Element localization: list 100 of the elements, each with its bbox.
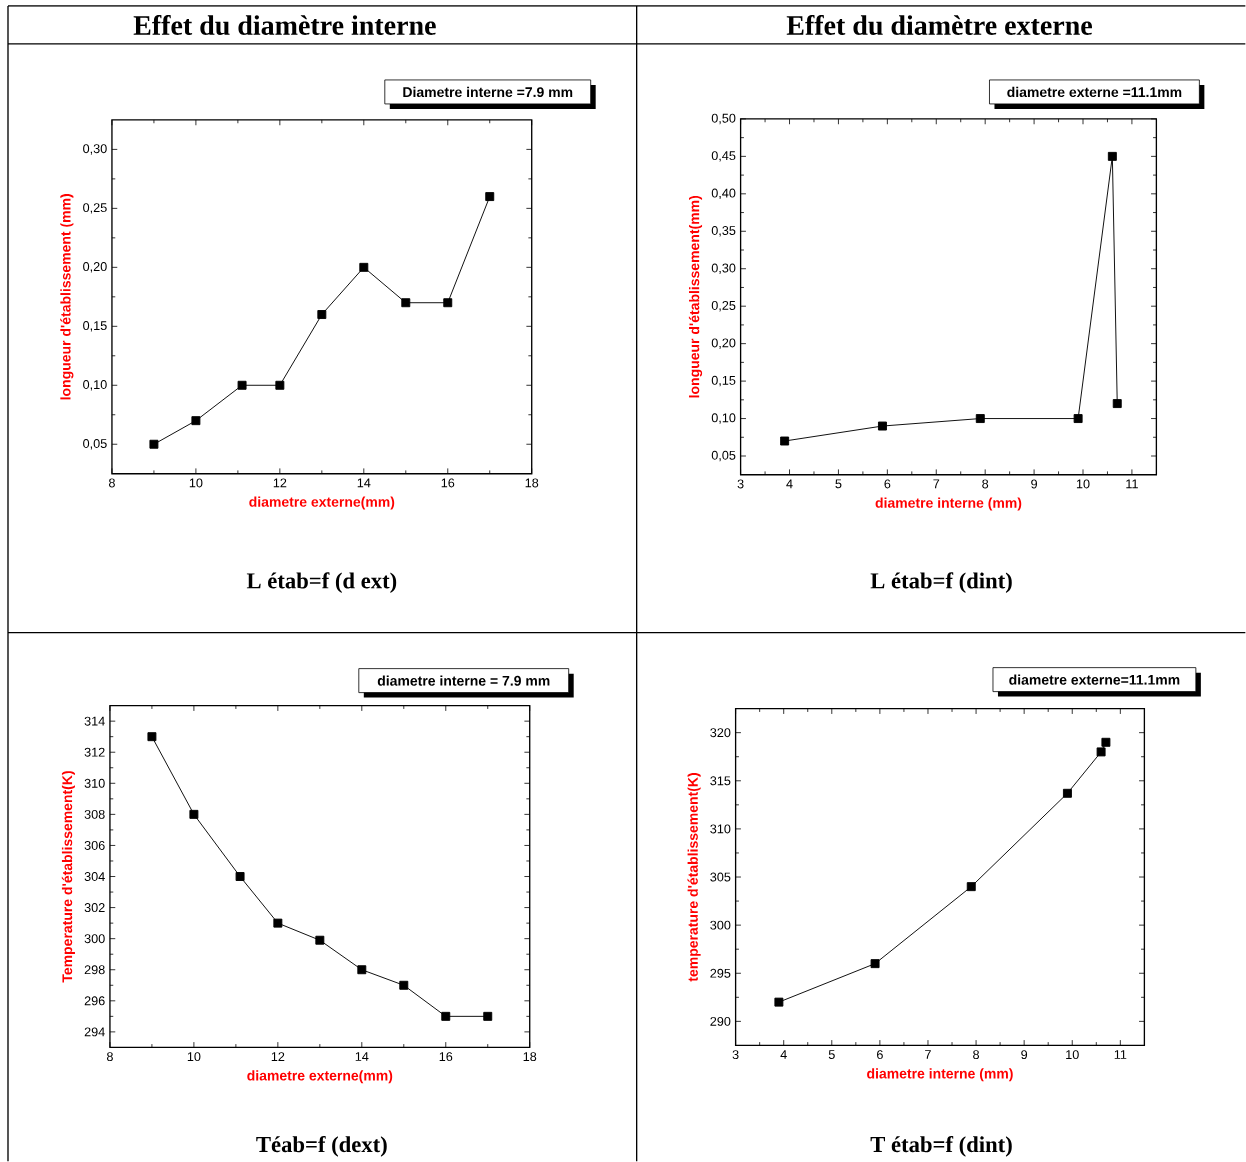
point <box>1112 399 1122 409</box>
y-tick-label: 0,30 <box>83 144 107 155</box>
y-tick-label: 298 <box>84 965 105 975</box>
point <box>147 732 157 742</box>
x-tick-label: 9 <box>1031 479 1038 489</box>
x-axis-title: diametre interne (mm) <box>867 1068 1013 1082</box>
point <box>189 809 199 819</box>
x-tick-label: 10 <box>187 1052 201 1062</box>
point <box>877 421 887 431</box>
point <box>1101 737 1111 747</box>
y-tick-label: 0,35 <box>711 226 736 237</box>
point <box>483 1011 493 1021</box>
x-tick-label: 12 <box>273 478 287 488</box>
text: diametre externe=11.1mm <box>1009 674 1180 685</box>
x-tick-label: 8 <box>106 1052 113 1062</box>
x-tick-label: 8 <box>982 479 989 489</box>
text: diametre externe =11.1mm <box>1007 86 1182 98</box>
y-tick-label: 0,10 <box>711 413 736 424</box>
x-tick-label: 10 <box>1066 1050 1079 1060</box>
x-tick-label: 7 <box>933 479 940 489</box>
y-tick-label: 304 <box>84 872 105 881</box>
y-tick-label: 314 <box>84 716 105 726</box>
point <box>870 959 880 969</box>
text: Diametre interne =7.9 mm <box>403 86 573 98</box>
x-tick-label: 4 <box>780 1050 787 1059</box>
y-tick-label: 0,30 <box>711 263 736 274</box>
y-axis-title: longueur d'établissement (mm) <box>60 194 74 400</box>
point <box>1062 788 1072 798</box>
x-tick-label: 9 <box>1021 1050 1028 1060</box>
x-tick-label: 8 <box>108 478 115 488</box>
point <box>273 918 283 928</box>
y-tick-label: 0,25 <box>711 300 736 312</box>
y-tick-label: 0,25 <box>83 203 107 214</box>
point <box>359 262 369 272</box>
y-tick-label: 0,20 <box>83 262 107 273</box>
y-tick-label: 0,40 <box>711 188 736 200</box>
x-tick-label: 16 <box>441 478 455 488</box>
y-tick-label: 315 <box>710 776 731 786</box>
text: Téab=f (dext) <box>256 1135 387 1157</box>
point <box>1073 414 1083 423</box>
point <box>441 1011 451 1021</box>
y-tick-label: 302 <box>84 903 105 913</box>
y-axis-title: longueur d'établissement(mm) <box>688 195 703 398</box>
point <box>237 380 247 390</box>
y-tick-label: 308 <box>84 809 105 819</box>
x-tick-label: 10 <box>1076 479 1090 489</box>
text: T étab=f (dint) <box>870 1135 1012 1157</box>
y-tick-label: 310 <box>84 778 105 788</box>
x-tick-label: 3 <box>737 479 744 489</box>
y-tick-label: 312 <box>84 747 105 757</box>
text: L étab=f (d ext) <box>246 572 397 594</box>
point <box>149 439 159 449</box>
y-axis-title: Temperature d'établissement(K) <box>61 771 75 983</box>
chart-title: Effet du diamètre externe <box>786 14 1092 35</box>
x-tick-label: 6 <box>884 479 891 489</box>
x-tick-label: 16 <box>439 1052 453 1062</box>
y-tick-label: 320 <box>710 728 731 738</box>
x-tick-label: 5 <box>835 479 842 489</box>
y-tick-label: 300 <box>84 934 105 944</box>
x-tick-label: 18 <box>523 1052 537 1062</box>
point <box>1096 747 1106 757</box>
x-axis-title: diametre externe(mm) <box>247 1070 393 1084</box>
y-tick-label: 300 <box>710 920 731 930</box>
x-tick-label: 11 <box>1114 1050 1127 1059</box>
x-tick-label: 12 <box>271 1052 285 1061</box>
point <box>443 298 453 308</box>
y-tick-label: 294 <box>84 1027 105 1037</box>
y-tick-label: 295 <box>710 968 731 978</box>
x-tick-label: 14 <box>357 478 371 488</box>
y-tick-label: 290 <box>710 1016 731 1026</box>
x-tick-label: 3 <box>732 1050 739 1060</box>
text: L étab=f (dint) <box>870 572 1012 594</box>
point <box>191 416 201 426</box>
y-axis-title: temperature d'établissement(K) <box>687 773 701 982</box>
point <box>780 436 790 446</box>
x-tick-label: 8 <box>973 1050 980 1060</box>
point <box>485 192 495 202</box>
point <box>966 882 976 892</box>
y-tick-label: 0,50 <box>711 113 736 125</box>
y-tick-label: 305 <box>710 872 731 882</box>
x-axis-title: diametre externe(mm) <box>249 496 395 510</box>
x-tick-label: 18 <box>525 478 539 488</box>
y-tick-label: 0,10 <box>83 380 107 391</box>
chart-title: Effet du diamètre interne <box>133 14 436 35</box>
point <box>317 310 327 319</box>
y-tick-label: 0,45 <box>711 151 736 162</box>
x-tick-label: 7 <box>925 1050 931 1059</box>
x-tick-label: 6 <box>877 1050 883 1060</box>
x-tick-label: 10 <box>189 478 203 488</box>
y-tick-label: 0,15 <box>711 375 736 387</box>
point <box>357 965 367 975</box>
x-tick-label: 14 <box>355 1052 369 1061</box>
x-tick-label: 11 <box>1126 479 1138 489</box>
point <box>315 935 325 945</box>
point <box>275 380 285 390</box>
point <box>975 414 985 423</box>
x-axis-title: diametre interne (mm) <box>875 497 1022 511</box>
point <box>235 872 245 881</box>
point <box>774 997 784 1007</box>
y-tick-label: 310 <box>710 824 731 834</box>
